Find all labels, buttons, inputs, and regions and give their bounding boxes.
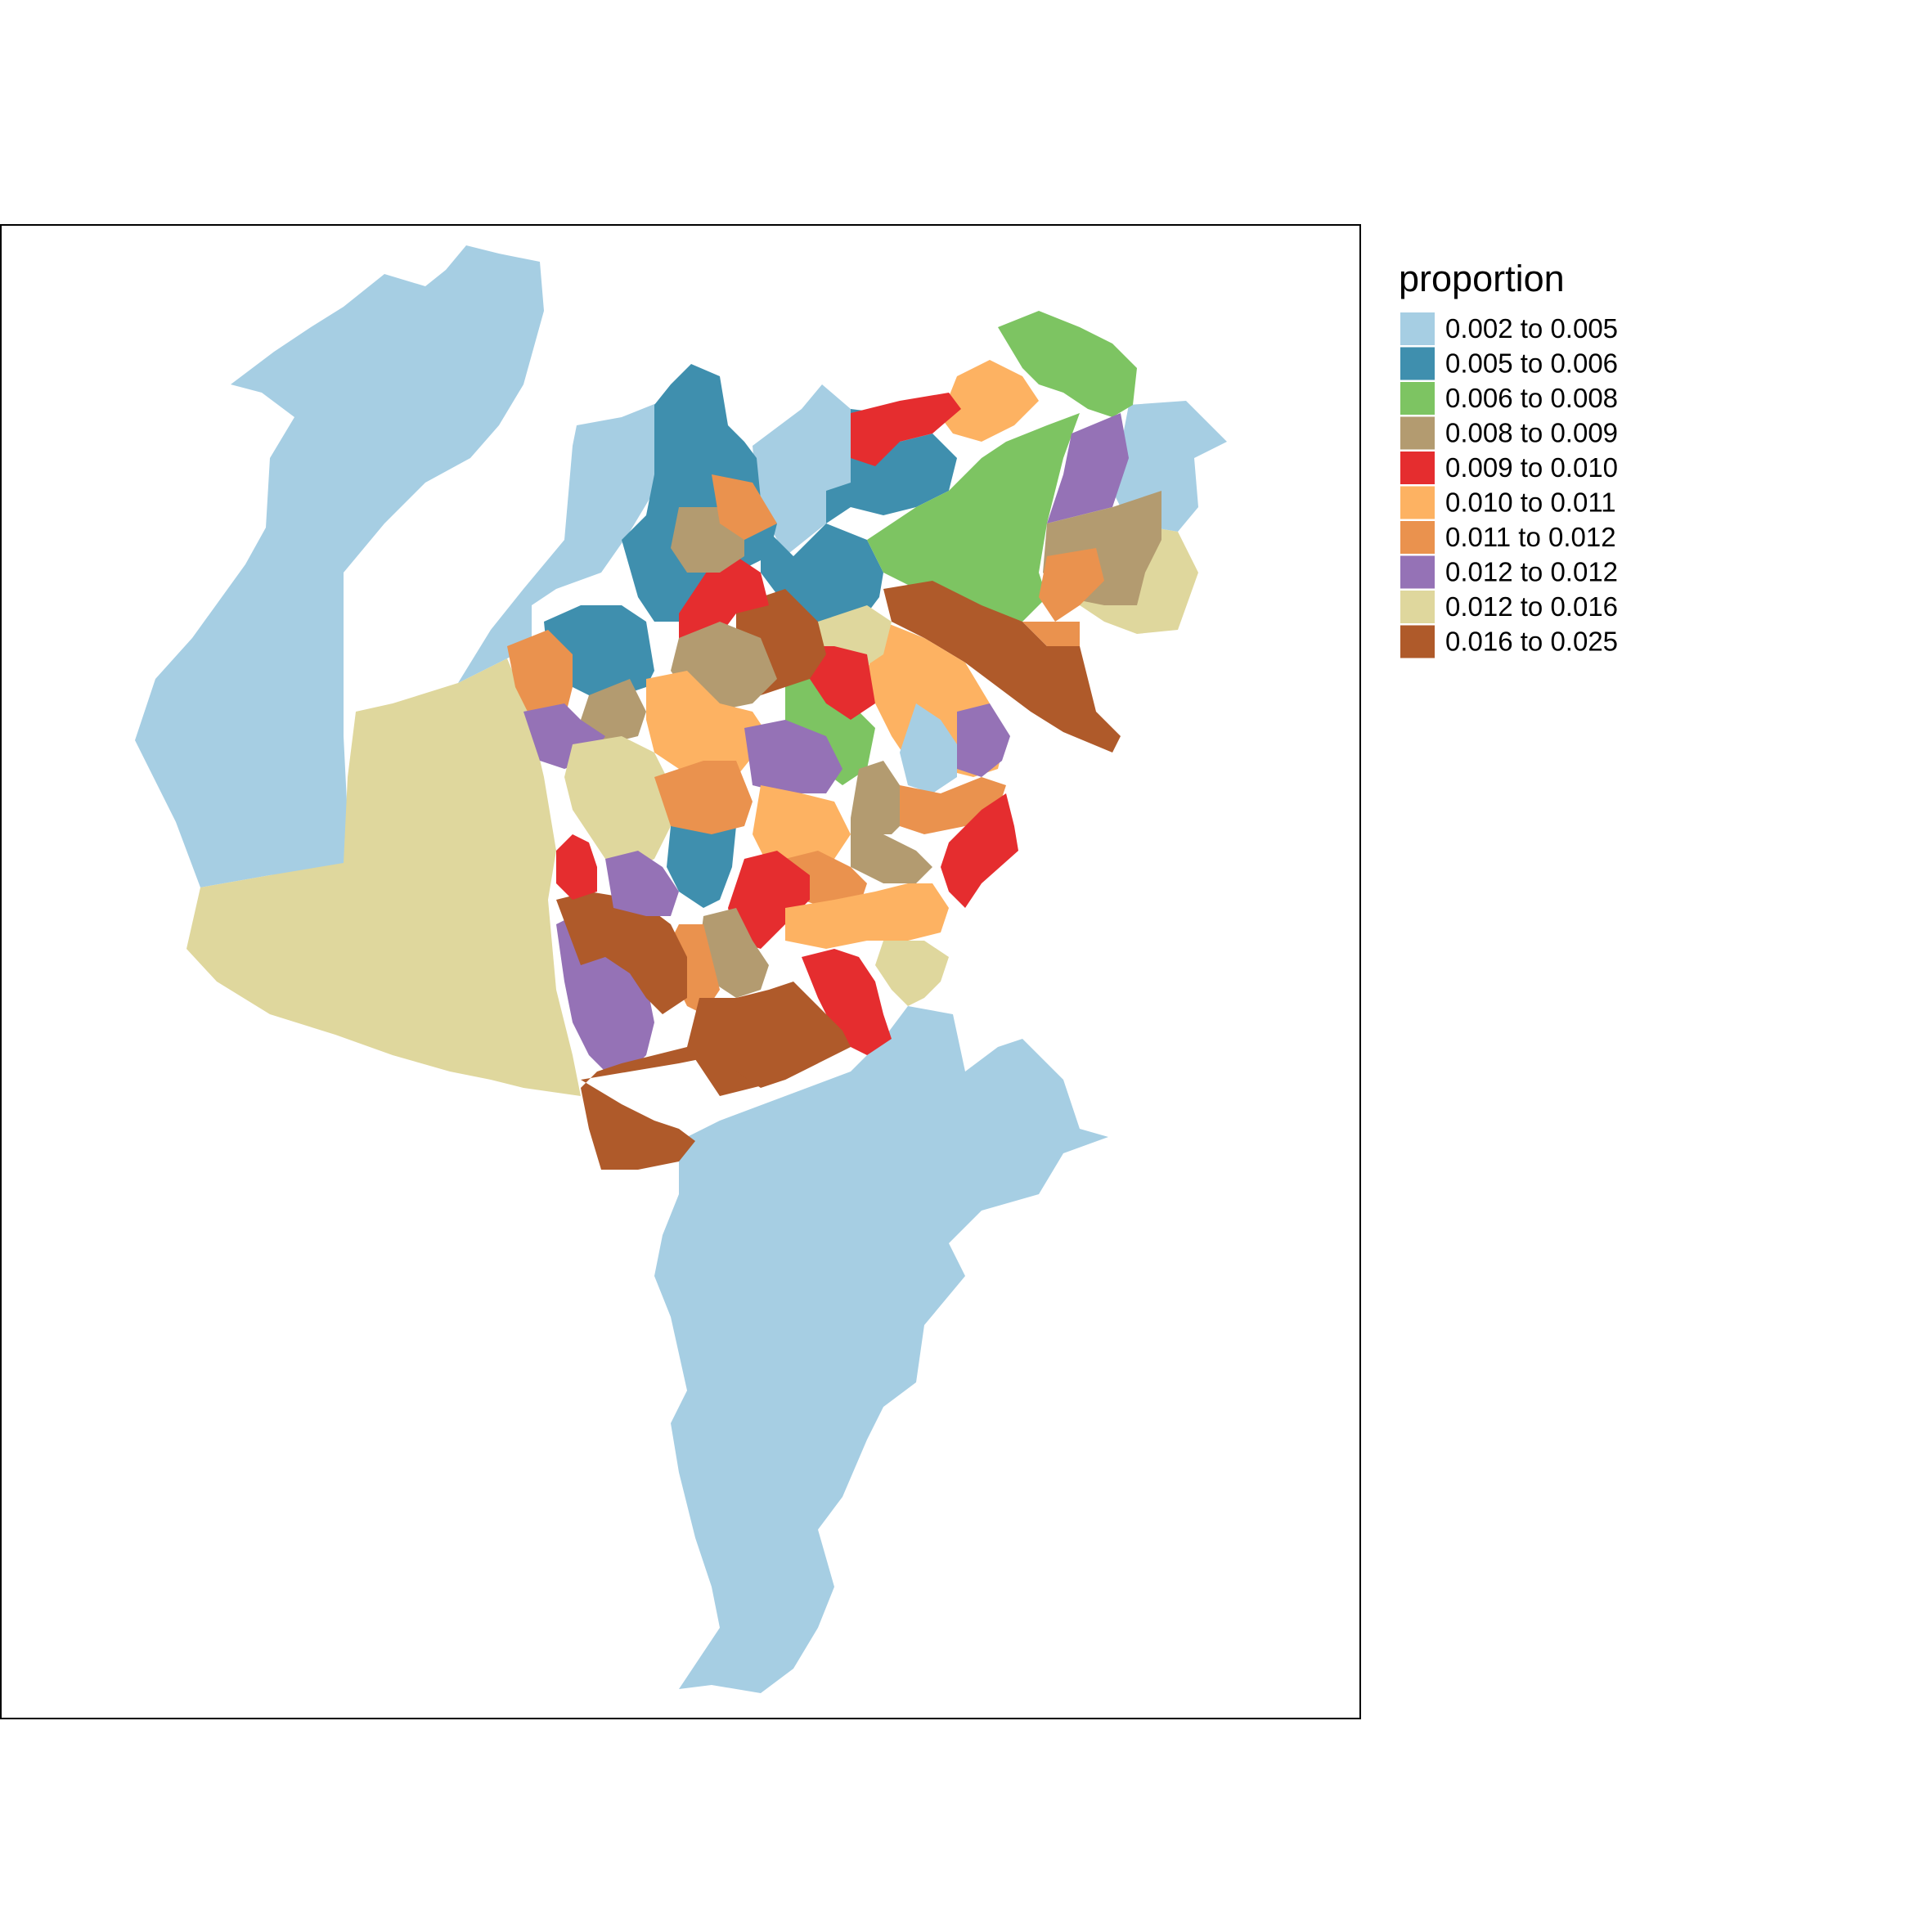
region-green-1 [998,311,1137,417]
legend-swatch [1400,452,1435,484]
map-regions [135,245,1227,1693]
legend-label: 0.016 to 0.025 [1445,627,1618,657]
legend-swatch [1400,555,1435,589]
region-purple-4 [744,720,842,793]
legend-swatch [1400,521,1435,554]
region-lightblue-center [900,703,957,793]
region-tan-6 [851,818,932,883]
region-khaki-4 [564,736,671,867]
region-red-6 [802,949,892,1055]
legend-swatch [1400,347,1435,380]
region-tan-7 [699,908,769,998]
legend-label: 0.012 to 0.016 [1445,591,1618,622]
region-south [654,1006,1108,1693]
region-tan-4 [581,679,646,744]
legend-label: 0.002 to 0.005 [1445,313,1618,344]
legend-label: 0.008 to 0.009 [1445,418,1618,448]
region-orange-2 [1039,548,1104,622]
legend-label: 0.011 to 0.012 [1445,522,1616,552]
legend-swatch [1400,625,1435,658]
region-red-5 [728,851,810,949]
region-red-3 [679,556,769,646]
region-brown-1 [883,581,1121,753]
region-orange-10 [753,785,851,867]
region-red-4 [941,793,1018,908]
legend-title: proportion [1399,258,1565,299]
legend-label: 0.009 to 0.010 [1445,452,1618,483]
region-orange-5 [712,474,777,540]
legend-swatch [1400,382,1435,415]
region-northwest [135,245,544,887]
legend-swatch [1400,486,1435,519]
region-purple-2 [957,703,1010,777]
region-red-1 [851,393,961,466]
region-khaki-5 [875,941,949,1006]
region-orange-9 [900,777,1006,834]
region-red-7 [556,834,597,900]
region-orange-12 [785,883,949,949]
legend-items: 0.002 to 0.005 0.005 to 0.006 0.006 to 0.0… [1400,312,1618,658]
region-red-2 [802,646,875,720]
legend-swatch [1400,416,1435,450]
region-orange-7 [646,671,769,785]
region-orange-3 [1022,622,1080,646]
map-frame [0,224,1361,1719]
region-brown-4 [556,892,687,1014]
legend-swatch [1400,591,1435,623]
legend-label: 0.010 to 0.011 [1445,487,1616,518]
map-panel [0,224,1361,1719]
legend-swatch [1400,312,1435,345]
region-purple-1 [1047,413,1129,523]
region-brown-6 [736,990,851,1088]
region-tan-5 [851,761,908,834]
legend-label: 0.012 to 0.012 [1445,557,1618,587]
legend-label: 0.005 to 0.006 [1445,348,1618,379]
region-orange-6 [507,630,573,720]
legend-label: 0.006 to 0.008 [1445,383,1618,413]
region-orange-1 [941,360,1039,442]
region-orange-8 [654,761,753,834]
region-north-strip [458,376,687,683]
region-west [186,658,581,1096]
region-purple-6 [605,851,679,916]
region-blue-5 [667,814,736,908]
region-green-2 [867,413,1080,622]
